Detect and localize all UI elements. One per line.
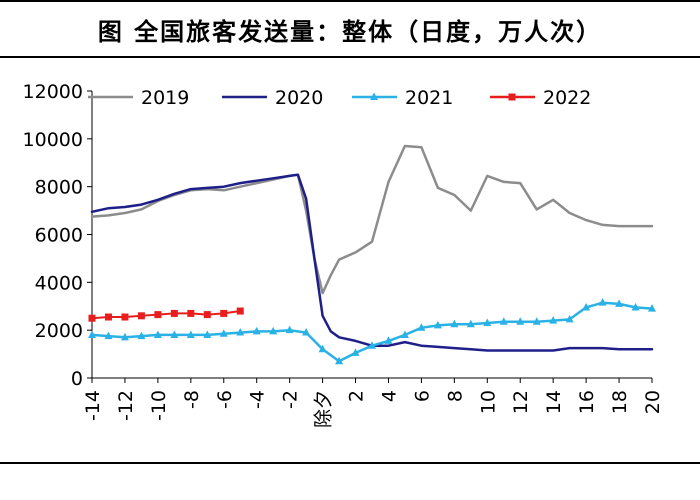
data-point-2021 — [549, 316, 558, 324]
legend-label-2021: 2021 — [405, 87, 453, 109]
data-point-2022 — [220, 309, 228, 317]
legend-marker-2022 — [508, 93, 516, 101]
chart-title-bar: 图 全国旅客发送量：整体（日度，万人次） — [0, 0, 700, 58]
data-point-2021 — [400, 330, 409, 338]
chart-title: 图 全国旅客发送量：整体（日度，万人次） — [97, 17, 603, 46]
data-point-2022 — [137, 312, 145, 320]
x-tick-label: 18 — [609, 390, 631, 414]
data-point-2021 — [186, 330, 195, 338]
legend-marker-2021 — [370, 92, 378, 100]
x-tick-label: 8 — [444, 390, 466, 402]
data-point-2021 — [285, 325, 294, 334]
data-point-2021 — [417, 323, 426, 331]
data-point-2021 — [466, 319, 475, 328]
data-point-2021 — [302, 328, 311, 336]
data-point-2021 — [351, 348, 360, 356]
data-point-2021 — [615, 299, 624, 307]
data-point-2021 — [598, 298, 607, 306]
bottom-rule — [0, 462, 700, 464]
data-point-2022 — [203, 311, 211, 319]
data-point-2022 — [88, 314, 96, 322]
data-point-2021 — [499, 317, 508, 325]
data-point-2021 — [516, 317, 525, 325]
data-point-2021 — [153, 330, 162, 338]
y-tick-label: 0 — [71, 368, 83, 390]
legend-label-2019: 2019 — [141, 87, 189, 109]
data-point-2022 — [187, 309, 195, 317]
x-tick-label: -4 — [247, 390, 269, 409]
data-point-2021 — [170, 330, 179, 338]
data-point-2022 — [121, 313, 129, 321]
data-point-2021 — [269, 326, 278, 335]
y-tick-label: 8000 — [35, 177, 83, 199]
data-point-2021 — [648, 304, 656, 312]
x-tick-label: -2 — [280, 390, 302, 409]
y-tick-label: 2000 — [35, 320, 83, 342]
data-point-2021 — [368, 341, 376, 349]
data-point-2021 — [565, 314, 574, 323]
x-tick-label: -6 — [214, 390, 236, 409]
data-point-2022 — [170, 309, 178, 317]
data-point-2021 — [88, 330, 96, 338]
y-tick-label: 12000 — [23, 81, 83, 103]
x-tick-label: -8 — [181, 390, 203, 409]
x-tick-label: 2 — [346, 390, 368, 402]
data-point-2021 — [483, 318, 492, 326]
data-point-2022 — [154, 311, 162, 319]
x-tick-label: -12 — [115, 390, 137, 421]
data-point-2021 — [203, 330, 212, 338]
data-point-2021 — [318, 344, 327, 353]
data-point-2021 — [137, 331, 146, 340]
y-tick-label: 4000 — [35, 272, 83, 294]
legend-label-2022: 2022 — [543, 87, 591, 109]
data-point-2021 — [631, 302, 640, 311]
data-point-2021 — [219, 329, 228, 337]
data-point-2022 — [236, 307, 244, 315]
y-tick-label: 6000 — [35, 225, 83, 247]
series-line-2019 — [90, 144, 654, 295]
data-point-2021 — [532, 317, 541, 325]
data-point-2021 — [450, 319, 459, 328]
x-tick-label: 10 — [477, 390, 499, 414]
x-tick-label: -14 — [82, 390, 104, 421]
data-point-2021 — [433, 320, 442, 329]
x-tick-label: 16 — [576, 390, 598, 414]
series-line-2020 — [90, 173, 654, 352]
data-point-2021 — [104, 331, 113, 340]
data-point-2021 — [335, 356, 344, 365]
x-tick-label: -10 — [148, 390, 170, 421]
x-tick-label: 14 — [543, 390, 565, 414]
x-tick-label: 20 — [642, 390, 664, 414]
data-point-2021 — [582, 302, 591, 311]
x-tick-label: 除夕 — [313, 390, 335, 428]
data-point-2021 — [236, 328, 245, 336]
y-tick-label: 10000 — [23, 129, 83, 151]
x-tick-label: 12 — [510, 390, 532, 414]
data-point-2021 — [120, 332, 129, 341]
data-point-2021 — [384, 336, 393, 344]
x-tick-label: 4 — [378, 390, 400, 402]
legend-label-2020: 2020 — [275, 87, 323, 109]
data-point-2021 — [252, 326, 261, 335]
series-line-2022 — [91, 310, 242, 320]
x-tick-label: 6 — [411, 390, 433, 402]
data-point-2022 — [104, 313, 112, 321]
